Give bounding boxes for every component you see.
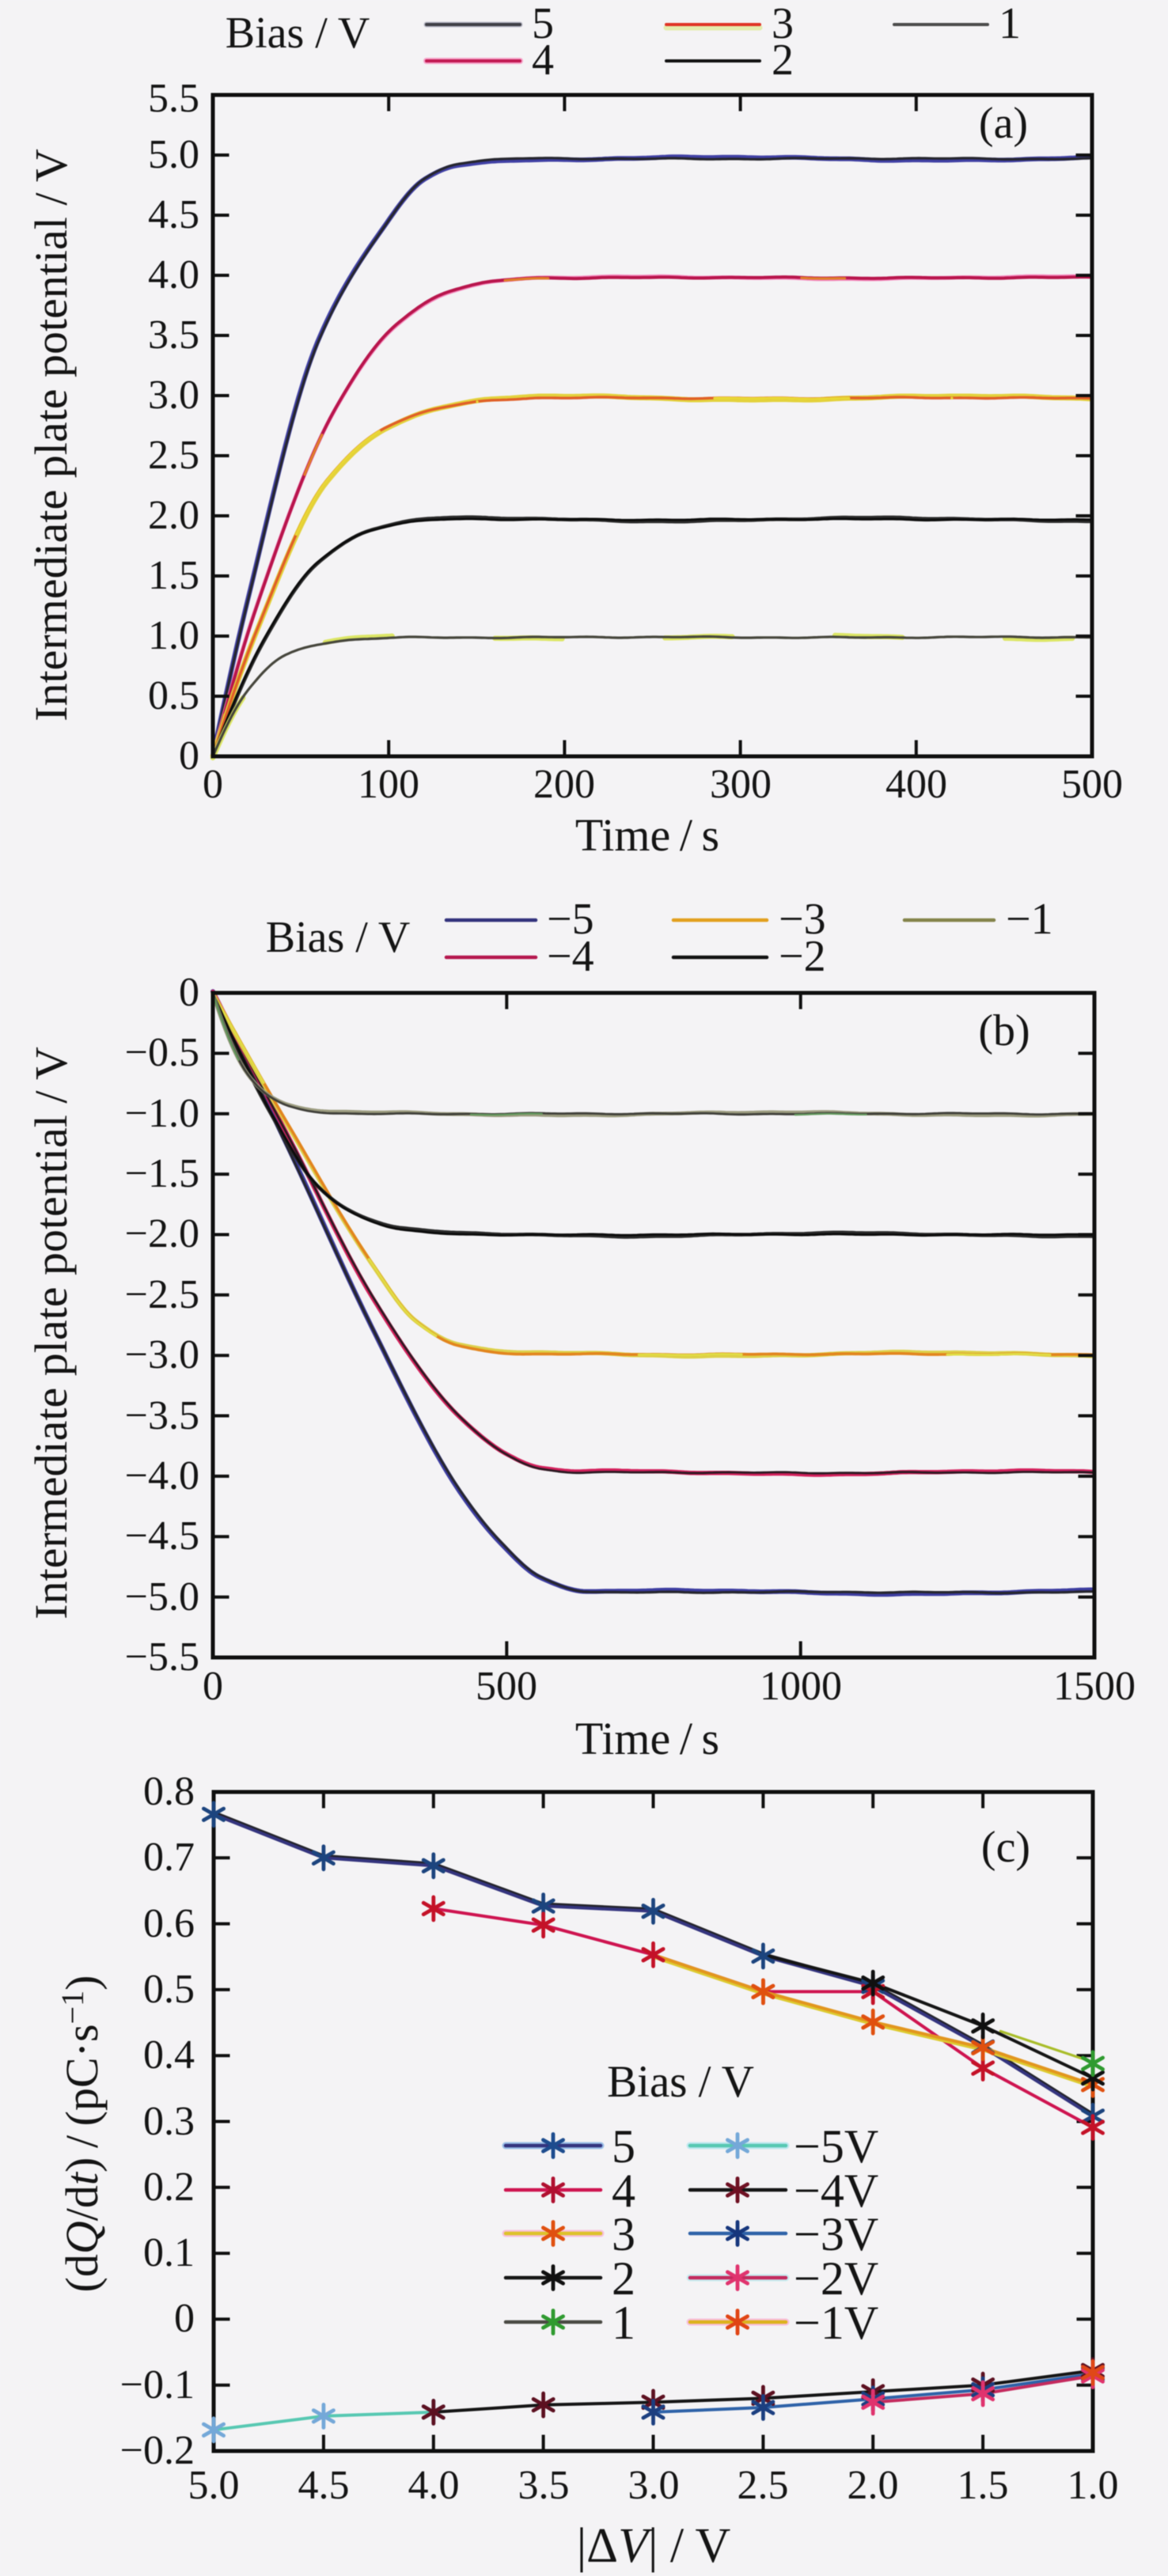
svg-text:−4: −4 (547, 932, 594, 981)
svg-text:−1: −1 (1006, 895, 1053, 944)
svg-text:2: 2 (772, 36, 794, 85)
svg-text:0.5: 0.5 (148, 673, 199, 718)
svg-text:0.2: 0.2 (143, 2165, 195, 2210)
svg-text:2.0: 2.0 (148, 493, 199, 538)
svg-text:−0.2: −0.2 (120, 2428, 195, 2473)
svg-text:|ΔV| / V: |ΔV| / V (577, 2519, 731, 2573)
svg-text:3: 3 (772, 0, 794, 48)
svg-text:4: 4 (532, 36, 554, 85)
svg-text:−5: −5 (547, 895, 594, 944)
svg-text:500: 500 (1061, 762, 1123, 807)
svg-text:4.5: 4.5 (298, 2463, 350, 2508)
svg-text:−3V: −3V (794, 2208, 878, 2260)
svg-text:−0.5: −0.5 (125, 1030, 199, 1075)
svg-text:Time / s: Time / s (575, 809, 719, 861)
svg-text:2: 2 (612, 2252, 635, 2305)
svg-text:−3.0: −3.0 (125, 1332, 199, 1377)
svg-text:1: 1 (999, 0, 1021, 48)
svg-text:300: 300 (710, 762, 772, 807)
svg-text:5: 5 (532, 0, 554, 48)
svg-text:−0.1: −0.1 (120, 2362, 195, 2407)
svg-text:200: 200 (533, 762, 595, 807)
svg-text:5.5: 5.5 (148, 76, 199, 121)
svg-text:2.0: 2.0 (848, 2463, 899, 2508)
svg-text:0.8: 0.8 (143, 1769, 195, 1814)
svg-text:0.3: 0.3 (143, 2099, 195, 2144)
svg-text:1500: 1500 (1053, 1664, 1136, 1709)
svg-text:0: 0 (203, 762, 223, 807)
svg-text:1.5: 1.5 (958, 2463, 1009, 2508)
svg-text:0.5: 0.5 (143, 1967, 195, 2012)
svg-text:4.0: 4.0 (148, 252, 199, 297)
svg-text:Bias / V: Bias / V (226, 9, 370, 58)
svg-text:4: 4 (612, 2165, 635, 2217)
svg-text:0.1: 0.1 (143, 2230, 195, 2275)
svg-text:0: 0 (203, 1664, 223, 1709)
svg-text:3.0: 3.0 (148, 373, 199, 418)
svg-text:(a): (a) (979, 99, 1028, 148)
svg-text:−5.5: −5.5 (125, 1635, 199, 1680)
svg-text:−3.5: −3.5 (125, 1393, 199, 1438)
svg-text:Intermediate plate potential /: Intermediate plate potential / V (25, 149, 77, 722)
svg-text:−2V: −2V (794, 2252, 878, 2305)
svg-text:3.5: 3.5 (518, 2463, 570, 2508)
svg-text:−4.5: −4.5 (125, 1513, 199, 1559)
svg-text:0: 0 (174, 2296, 195, 2341)
svg-text:2.5: 2.5 (738, 2463, 789, 2508)
svg-text:Time / s: Time / s (575, 1713, 719, 1764)
svg-text:1.5: 1.5 (148, 553, 199, 598)
svg-text:1000: 1000 (760, 1664, 842, 1709)
svg-text:2.5: 2.5 (148, 433, 199, 478)
svg-text:4.0: 4.0 (408, 2463, 460, 2508)
svg-text:1.0: 1.0 (1068, 2463, 1119, 2508)
svg-text:100: 100 (358, 762, 419, 807)
svg-text:Bias / V: Bias / V (266, 913, 411, 962)
svg-text:0.6: 0.6 (143, 1901, 195, 1946)
svg-text:−2.0: −2.0 (125, 1211, 199, 1256)
svg-text:−2.5: −2.5 (125, 1272, 199, 1317)
svg-text:(b): (b) (978, 1006, 1030, 1055)
svg-text:(dQ/dt) / (pC·s−1): (dQ/dt) / (pC·s−1) (55, 1976, 108, 2293)
svg-text:1: 1 (612, 2297, 635, 2349)
svg-text:−1.5: −1.5 (125, 1151, 199, 1196)
svg-text:−4.0: −4.0 (125, 1453, 199, 1498)
svg-text:(c): (c) (981, 1823, 1030, 1872)
svg-text:3: 3 (612, 2208, 635, 2260)
svg-text:Intermediate plate potential /: Intermediate plate potential / V (25, 1047, 77, 1619)
svg-text:−3: −3 (779, 895, 826, 944)
svg-text:4.5: 4.5 (148, 192, 199, 237)
svg-text:0.7: 0.7 (143, 1835, 195, 1880)
svg-text:−1V: −1V (794, 2297, 878, 2349)
svg-text:−5.0: −5.0 (125, 1574, 199, 1619)
svg-text:1.0: 1.0 (148, 613, 199, 658)
svg-text:0.4: 0.4 (143, 2032, 195, 2078)
svg-text:500: 500 (476, 1664, 537, 1709)
svg-text:5.0: 5.0 (148, 132, 199, 177)
svg-text:−2: −2 (779, 932, 826, 981)
svg-text:0: 0 (179, 733, 199, 778)
svg-text:−5V: −5V (794, 2120, 878, 2173)
svg-text:−1.0: −1.0 (125, 1091, 199, 1136)
svg-text:0: 0 (179, 970, 199, 1015)
svg-text:Bias / V: Bias / V (607, 2057, 754, 2107)
svg-text:5: 5 (612, 2120, 635, 2173)
svg-text:3.5: 3.5 (148, 313, 199, 358)
svg-text:5.0: 5.0 (188, 2463, 240, 2508)
svg-text:−4V: −4V (794, 2165, 878, 2217)
svg-text:3.0: 3.0 (628, 2463, 680, 2508)
svg-text:400: 400 (885, 762, 947, 807)
